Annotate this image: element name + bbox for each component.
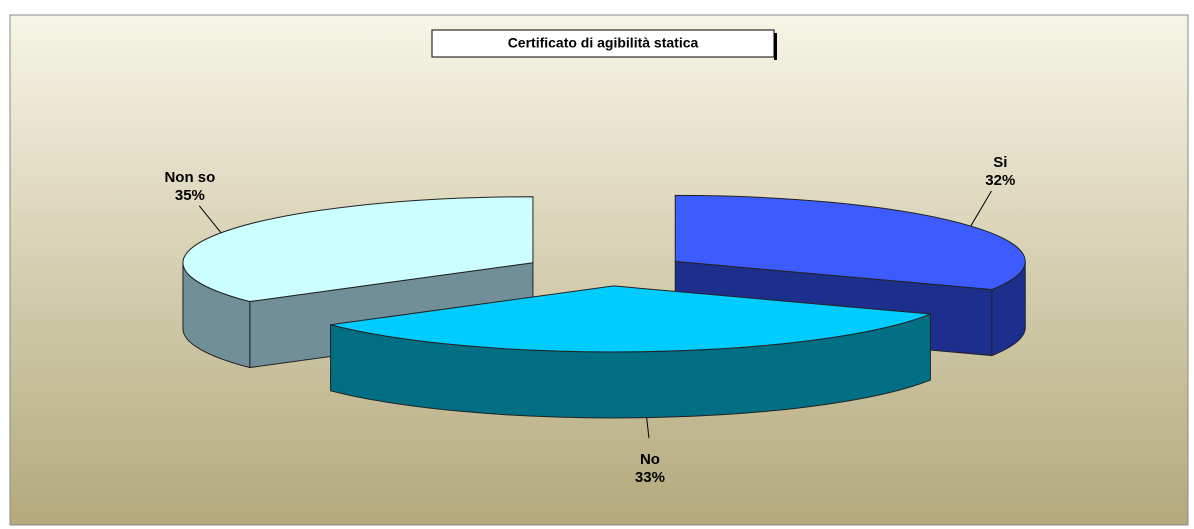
title-shadow [774,33,777,60]
slice-value-label: 35% [175,187,205,204]
leader-line [646,417,650,439]
leader-line [970,190,992,227]
slice [330,285,931,353]
chart-title: Certificato di agibilità statica [508,35,699,51]
slice-value-label: 32% [985,172,1015,189]
slice [674,194,1026,291]
slice-label: No [640,451,660,468]
slice-value-label: 33% [635,469,665,486]
slice-label: Non so [164,169,215,186]
pie [182,194,1026,419]
slice-label: Si [993,154,1007,171]
leader-line [198,205,222,234]
title-box [431,29,775,58]
